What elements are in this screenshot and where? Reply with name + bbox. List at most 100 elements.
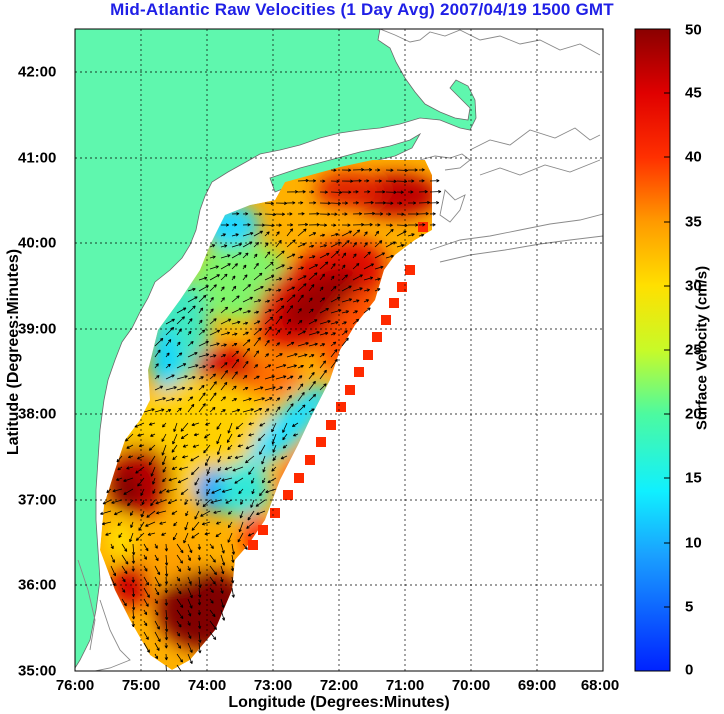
velocity-arrow [198,376,204,380]
velocity-arrow [247,532,255,537]
velocity-arrow [319,352,325,358]
velocity-arrow [330,321,339,325]
velocity-arrow [143,620,148,627]
velocity-arrow [275,353,283,358]
velocity-arrow [221,477,233,482]
velocity-arrow [150,499,156,507]
velocity-arrow [297,190,306,194]
velocity-arrow [143,598,149,607]
velocity-arrow [385,223,393,227]
velocity-arrow [176,407,182,413]
velocity-arrow [165,386,177,391]
velocity-arrow [198,276,208,281]
velocity-arrow [308,319,318,325]
velocity-arrow [102,499,112,505]
velocity-arrow [176,565,182,572]
velocity-arrow [308,223,320,227]
velocity-arrow [110,554,115,563]
velocity-arrow [193,432,200,437]
velocity-arrow [308,371,315,380]
velocity-arrow [330,263,336,270]
velocity-arrow [286,386,292,391]
velocity-arrow [297,243,306,248]
velocity-arrow [215,477,222,483]
velocity-arrow [418,223,426,227]
velocity-arrow [253,337,261,347]
velocity-arrow [297,342,309,347]
velocity-arrow [164,587,168,594]
velocity-arrow [148,455,156,466]
velocity-arrow [330,179,340,183]
velocity-arrow [280,455,288,460]
velocity-arrow [363,231,368,237]
velocity-arrow [154,554,159,562]
velocity-arrow [297,319,303,325]
velocity-arrow [231,320,241,325]
velocity-arrow [282,444,288,449]
velocity-arrow [165,363,171,369]
velocity-arrow [264,316,274,325]
velocity-arrow [220,286,225,292]
velocity-arrow [242,212,249,216]
velocity-arrow [176,587,182,595]
velocity-arrow [282,433,288,441]
velocity-arrow [187,631,192,639]
velocity-arrow [363,179,370,183]
velocity-arrow [242,543,248,550]
velocity-arrow [275,298,284,303]
velocity-arrow [308,331,320,336]
velocity-arrow [209,620,217,631]
velocity-arrow [253,310,260,314]
velocity-arrow [308,354,315,358]
velocity-arrow [216,422,222,430]
velocity-arrow [242,408,254,413]
velocity-arrow [130,521,134,528]
velocity-arrow [231,350,239,358]
velocity-arrow [418,168,425,172]
velocity-arrow [187,576,192,585]
velocity-arrow [330,223,337,227]
velocity-arrow [286,223,294,227]
velocity-arrow [148,444,156,451]
velocity-arrow [143,408,155,413]
velocity-arrow [242,339,251,347]
velocity-arrow [259,488,266,497]
velocity-arrow [242,252,249,259]
velocity-arrow [220,396,226,402]
plot-frame [74,28,604,672]
velocity-arrow [286,394,292,402]
velocity-arrow [286,253,296,259]
velocity-arrow [176,398,183,402]
velocity-arrow [408,201,417,205]
velocity-arrow [341,330,348,336]
velocity-arrow [209,543,214,549]
velocity-arrow [220,233,226,237]
velocity-arrow [374,277,381,281]
velocity-arrow [140,510,145,518]
velocity-arrow [363,211,376,216]
velocity-arrow [308,244,315,248]
velocity-arrow [253,272,263,281]
velocity-arrow [110,565,116,577]
velocity-arrow [418,200,431,205]
velocity-arrow [407,233,415,237]
velocity-arrow [308,179,317,183]
velocity-arrow [187,352,198,358]
velocity-arrow [227,422,233,434]
velocity-arrow [286,286,296,292]
velocity-arrow [237,433,244,437]
colorbar-tick-label: 5 [685,598,694,616]
y-tick-label: 39:00 [18,320,57,338]
velocity-arrow [275,386,283,391]
velocity-arrow [180,488,189,495]
velocity-arrow [341,298,353,303]
velocity-arrow [286,331,292,336]
velocity-arrow [261,455,266,465]
velocity-arrow [247,510,255,521]
velocity-arrow [308,364,314,369]
velocity-arrow [256,510,266,516]
velocity-arrow [209,296,214,303]
velocity-arrow [297,375,303,380]
velocity-arrow [201,521,211,526]
velocity-arrow [319,360,327,369]
